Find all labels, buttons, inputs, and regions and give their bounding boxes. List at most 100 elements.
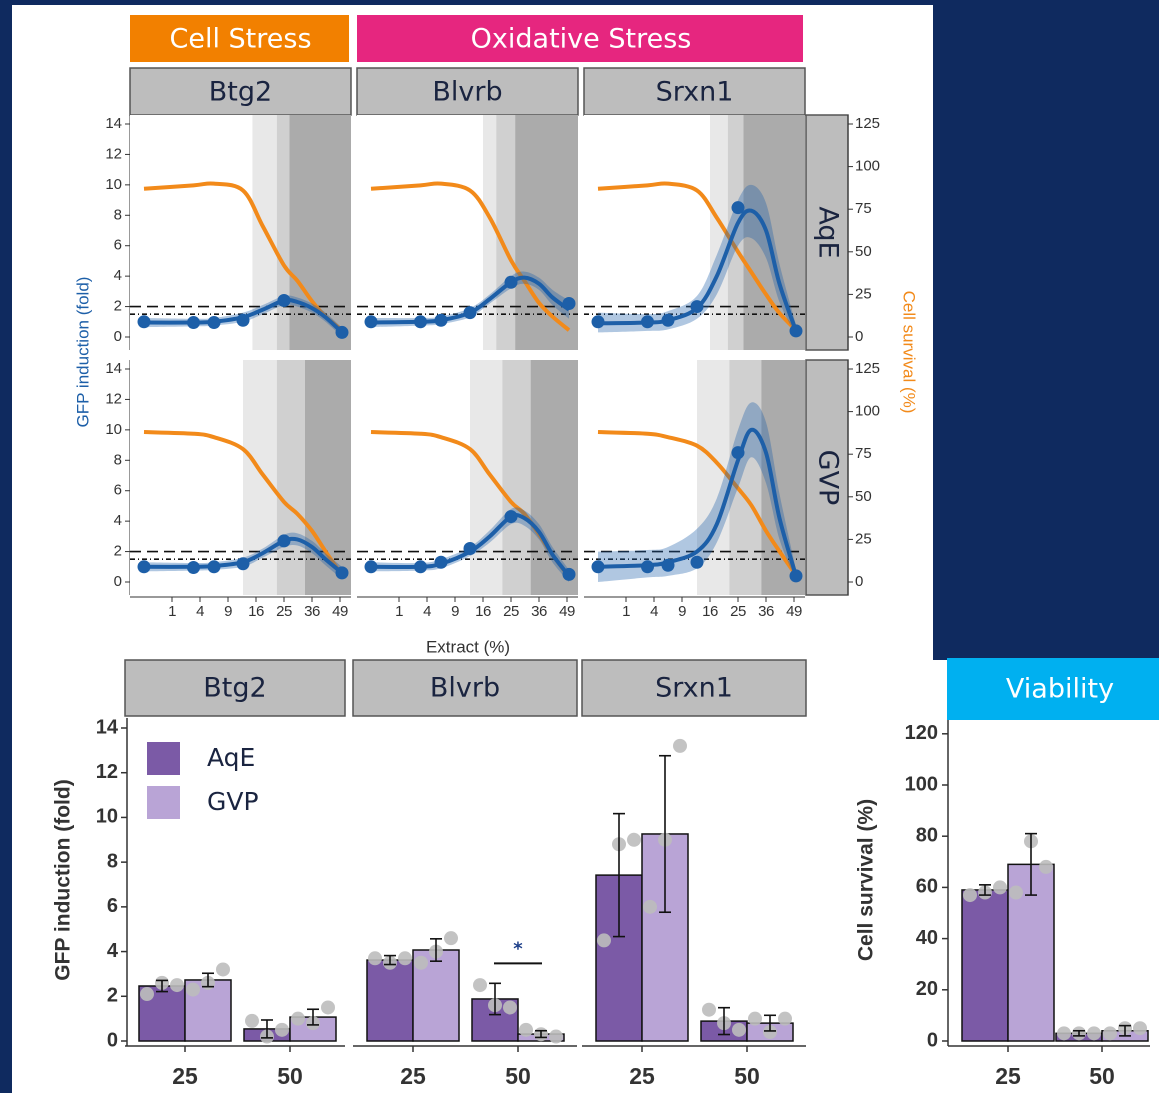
y2-tick-label: 125	[855, 115, 880, 132]
shade-zone	[502, 360, 531, 595]
gfp-point	[187, 316, 200, 330]
replicate-point	[702, 1002, 716, 1017]
bar	[961, 889, 1009, 1042]
replicate-point	[732, 1022, 746, 1037]
x-tick-label: 49	[559, 603, 575, 620]
replicate-point	[275, 1022, 289, 1037]
replicate-point	[140, 987, 154, 1002]
y2-tick-label: 100	[855, 158, 880, 175]
gfp-point	[277, 293, 291, 307]
survival-curve	[597, 430, 798, 577]
shade-zone	[276, 360, 305, 595]
x-tick-label: 4	[650, 603, 658, 620]
survival-curve	[597, 181, 798, 332]
y-tick-label: 10	[105, 176, 122, 193]
group-label: Oxidative Stress	[471, 24, 692, 55]
x-tick-label: 36	[304, 603, 320, 620]
y2-tick-label: 0	[855, 573, 863, 590]
replicate-point	[216, 962, 230, 977]
x-tick-label: 16	[702, 603, 718, 620]
y-tick-label: 12	[96, 761, 118, 783]
gfp-point	[641, 560, 654, 574]
gfp-point	[364, 315, 378, 329]
replicate-point	[503, 1000, 517, 1015]
x-tick-label: 25	[503, 603, 519, 620]
gfp-point	[277, 534, 291, 548]
gfp-point	[731, 446, 745, 460]
y2-tick-label: 100	[855, 403, 880, 420]
replicate-point	[519, 1022, 533, 1037]
column-strip	[356, 67, 579, 116]
fit-curve	[143, 536, 344, 575]
x-tick-label: 16	[248, 603, 264, 620]
y-axis-label: Cell survival (%)	[855, 799, 878, 961]
y-tick-label: 0	[107, 1029, 118, 1051]
y2-axis-label: Cell survival (%)	[900, 291, 919, 414]
x-tick-label: 50	[277, 1063, 303, 1089]
gfp-point	[434, 313, 448, 327]
group-strip	[357, 15, 803, 62]
x-tick-label: 50	[734, 1063, 760, 1089]
shade-zone	[276, 115, 290, 350]
y-tick-label: 2	[114, 543, 122, 560]
y-tick-label: 0	[927, 1029, 938, 1051]
x-tick-label: 4	[423, 603, 431, 620]
y-tick-label: 6	[114, 237, 122, 254]
gfp-point	[463, 306, 477, 320]
y-tick-label: 60	[916, 876, 938, 898]
y-tick-label: 0	[114, 573, 122, 590]
facet-label: Btg2	[203, 673, 266, 704]
gfp-point	[690, 555, 704, 569]
y2-tick-label: 50	[855, 243, 872, 260]
gfp-point	[137, 560, 151, 574]
replicate-point	[368, 951, 382, 966]
y-tick-label: 6	[114, 482, 122, 499]
y2-tick-label: 75	[855, 200, 872, 217]
y-tick-label: 4	[107, 940, 119, 962]
gfp-point	[236, 557, 250, 571]
gfp-point	[562, 297, 576, 311]
gfp-point	[207, 316, 221, 330]
y-tick-label: 0	[114, 328, 122, 345]
y-tick-label: 12	[105, 145, 122, 162]
replicate-point	[627, 832, 641, 847]
shade-zone	[483, 115, 497, 350]
x-tick-label: 9	[451, 603, 459, 620]
gfp-point	[690, 300, 704, 314]
column-strip	[129, 67, 352, 116]
gfp-point	[591, 315, 605, 329]
x-axis-label: Extract (%)	[426, 637, 510, 656]
replicate-point	[643, 899, 657, 914]
bar	[366, 959, 414, 1042]
y-tick-label: 20	[916, 978, 938, 1000]
legend-label: GVP	[207, 787, 259, 816]
replicate-point	[778, 1011, 792, 1026]
group-label: Cell Stress	[169, 24, 311, 55]
gfp-point	[335, 325, 349, 339]
gfp-point	[434, 555, 448, 569]
row-label: GVP	[813, 450, 844, 506]
x-tick-label: 25	[276, 603, 292, 620]
y2-tick-label: 25	[855, 530, 872, 547]
replicate-point	[444, 931, 458, 946]
replicate-point	[321, 1000, 335, 1015]
gfp-point	[414, 560, 427, 574]
replicate-point	[993, 880, 1007, 895]
x-tick-label: 25	[995, 1063, 1021, 1089]
gfp-point	[641, 315, 654, 329]
x-tick-label: 4	[196, 603, 204, 620]
y2-tick-label: 25	[855, 285, 872, 302]
y-axis-label: GFP induction (fold)	[52, 779, 75, 980]
x-tick-label: 36	[531, 603, 547, 620]
replicate-point	[473, 978, 487, 993]
fit-curve	[143, 298, 344, 334]
x-tick-label: 49	[332, 603, 348, 620]
replicate-point	[1009, 885, 1023, 900]
facet-strip	[124, 659, 346, 717]
x-tick-label: 16	[475, 603, 491, 620]
replicate-point	[597, 933, 611, 948]
row-label: AqE	[813, 206, 844, 258]
significance-label: *	[513, 938, 523, 959]
chart-title: Viability	[1006, 674, 1114, 705]
facet-label: Blvrb	[430, 673, 500, 704]
